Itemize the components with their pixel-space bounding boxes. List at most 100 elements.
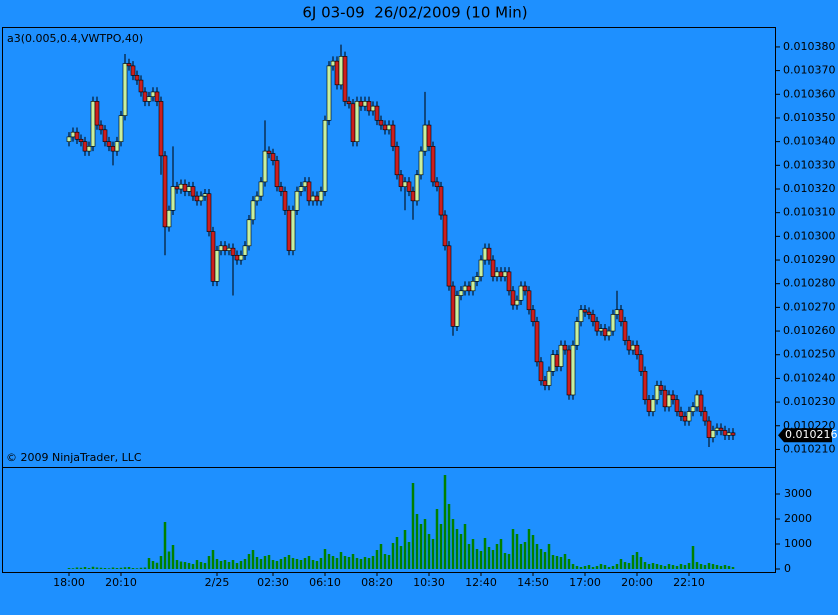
candle-body xyxy=(114,141,120,152)
candle-body xyxy=(350,103,356,142)
candle-body xyxy=(426,124,432,147)
volume-bar xyxy=(279,559,283,569)
volume-bar xyxy=(607,567,611,569)
candle-body xyxy=(102,129,108,142)
candle-body xyxy=(722,430,728,436)
candle-body xyxy=(530,309,536,322)
candle-body xyxy=(718,427,724,431)
volume-bar xyxy=(155,562,159,569)
volume-tick-label: 3000 xyxy=(784,487,812,500)
volume-bar xyxy=(531,535,535,569)
volume-bar xyxy=(207,556,211,569)
candle-body xyxy=(414,174,420,202)
volume-tick-label: 1000 xyxy=(784,537,812,550)
candle-body xyxy=(714,427,720,431)
volume-bar xyxy=(451,519,455,569)
y-tick-label: 0.010340 xyxy=(783,135,836,148)
candle-body xyxy=(458,290,464,296)
y-tick-label: 0.010360 xyxy=(783,87,836,100)
volume-bar xyxy=(559,557,563,569)
candle-body xyxy=(346,101,352,105)
volume-bar xyxy=(371,556,375,569)
candle-body xyxy=(546,370,552,386)
candle-body xyxy=(482,247,488,261)
candle-body xyxy=(302,181,308,187)
candle-body xyxy=(154,91,160,102)
candle-body xyxy=(130,65,136,76)
candle-body xyxy=(94,101,100,126)
candle-body xyxy=(570,344,576,396)
volume-bar xyxy=(431,539,435,569)
volume-bar xyxy=(463,524,467,569)
x-tick-label: 22:10 xyxy=(673,576,705,589)
candle-body xyxy=(234,254,240,261)
candle-body xyxy=(330,60,336,67)
volume-bar xyxy=(475,549,479,569)
volume-bar xyxy=(231,560,235,569)
x-tick-label: 12:40 xyxy=(465,576,497,589)
volume-bar xyxy=(383,554,387,569)
volume-bar xyxy=(639,557,643,569)
candle-body xyxy=(366,101,372,112)
candle-body xyxy=(74,131,80,140)
volume-bar xyxy=(615,564,619,569)
volume-bar xyxy=(527,529,531,569)
volume-bar xyxy=(515,534,519,569)
candle-body xyxy=(662,389,668,408)
candle-body xyxy=(690,406,696,412)
candle-body xyxy=(342,56,348,102)
volume-bar xyxy=(603,565,607,569)
volume-bar xyxy=(399,546,403,569)
candle-body xyxy=(554,354,560,367)
volume-bar xyxy=(71,568,75,569)
volume-bar xyxy=(719,566,723,569)
candle-body xyxy=(406,181,412,192)
volume-bar xyxy=(411,483,415,569)
volume-bar xyxy=(319,558,323,569)
volume-bar xyxy=(331,556,335,569)
volume-bar xyxy=(707,563,711,569)
volume-bar xyxy=(731,567,735,569)
candle-body xyxy=(378,120,384,126)
candle-body xyxy=(410,191,416,202)
volume-bar xyxy=(555,556,559,569)
volume-bar xyxy=(367,558,371,569)
volume-bar xyxy=(519,544,523,569)
candle-body xyxy=(158,101,164,157)
candle-body xyxy=(298,186,304,192)
volume-bar xyxy=(535,544,539,569)
candle-body xyxy=(126,63,132,67)
volume-bar xyxy=(275,561,279,569)
candle-body xyxy=(694,394,700,408)
candle-body xyxy=(590,314,596,322)
volume-bar xyxy=(75,567,79,569)
candle-body xyxy=(670,394,676,401)
candle-body xyxy=(682,415,688,422)
marks: 0.010380 0.010370 0.010360 0.010350 0.010340… xyxy=(53,40,837,589)
candle-body xyxy=(594,321,600,332)
candle-body xyxy=(658,385,664,391)
volume-tick-label: 0 xyxy=(784,562,791,575)
volume-bar xyxy=(335,558,339,569)
x-tick-label: 06:10 xyxy=(309,576,341,589)
volume-bar xyxy=(215,559,219,569)
volume-bar xyxy=(247,554,251,569)
candle-body xyxy=(82,141,88,152)
last-price-label: 0.010216 xyxy=(785,428,838,441)
candle-body xyxy=(266,150,272,154)
volume-bar xyxy=(303,558,307,569)
candle-body xyxy=(322,120,328,192)
candle-body xyxy=(438,186,444,216)
volume-bar xyxy=(67,568,71,569)
volume-bar xyxy=(595,566,599,569)
volume-bar xyxy=(623,562,627,569)
volume-bar xyxy=(355,558,359,569)
candle-body xyxy=(550,354,556,372)
candle-body xyxy=(166,210,172,228)
candle-body xyxy=(422,124,428,152)
volume-bar xyxy=(599,564,603,569)
candle-body xyxy=(142,91,148,102)
volume-bar xyxy=(343,556,347,569)
